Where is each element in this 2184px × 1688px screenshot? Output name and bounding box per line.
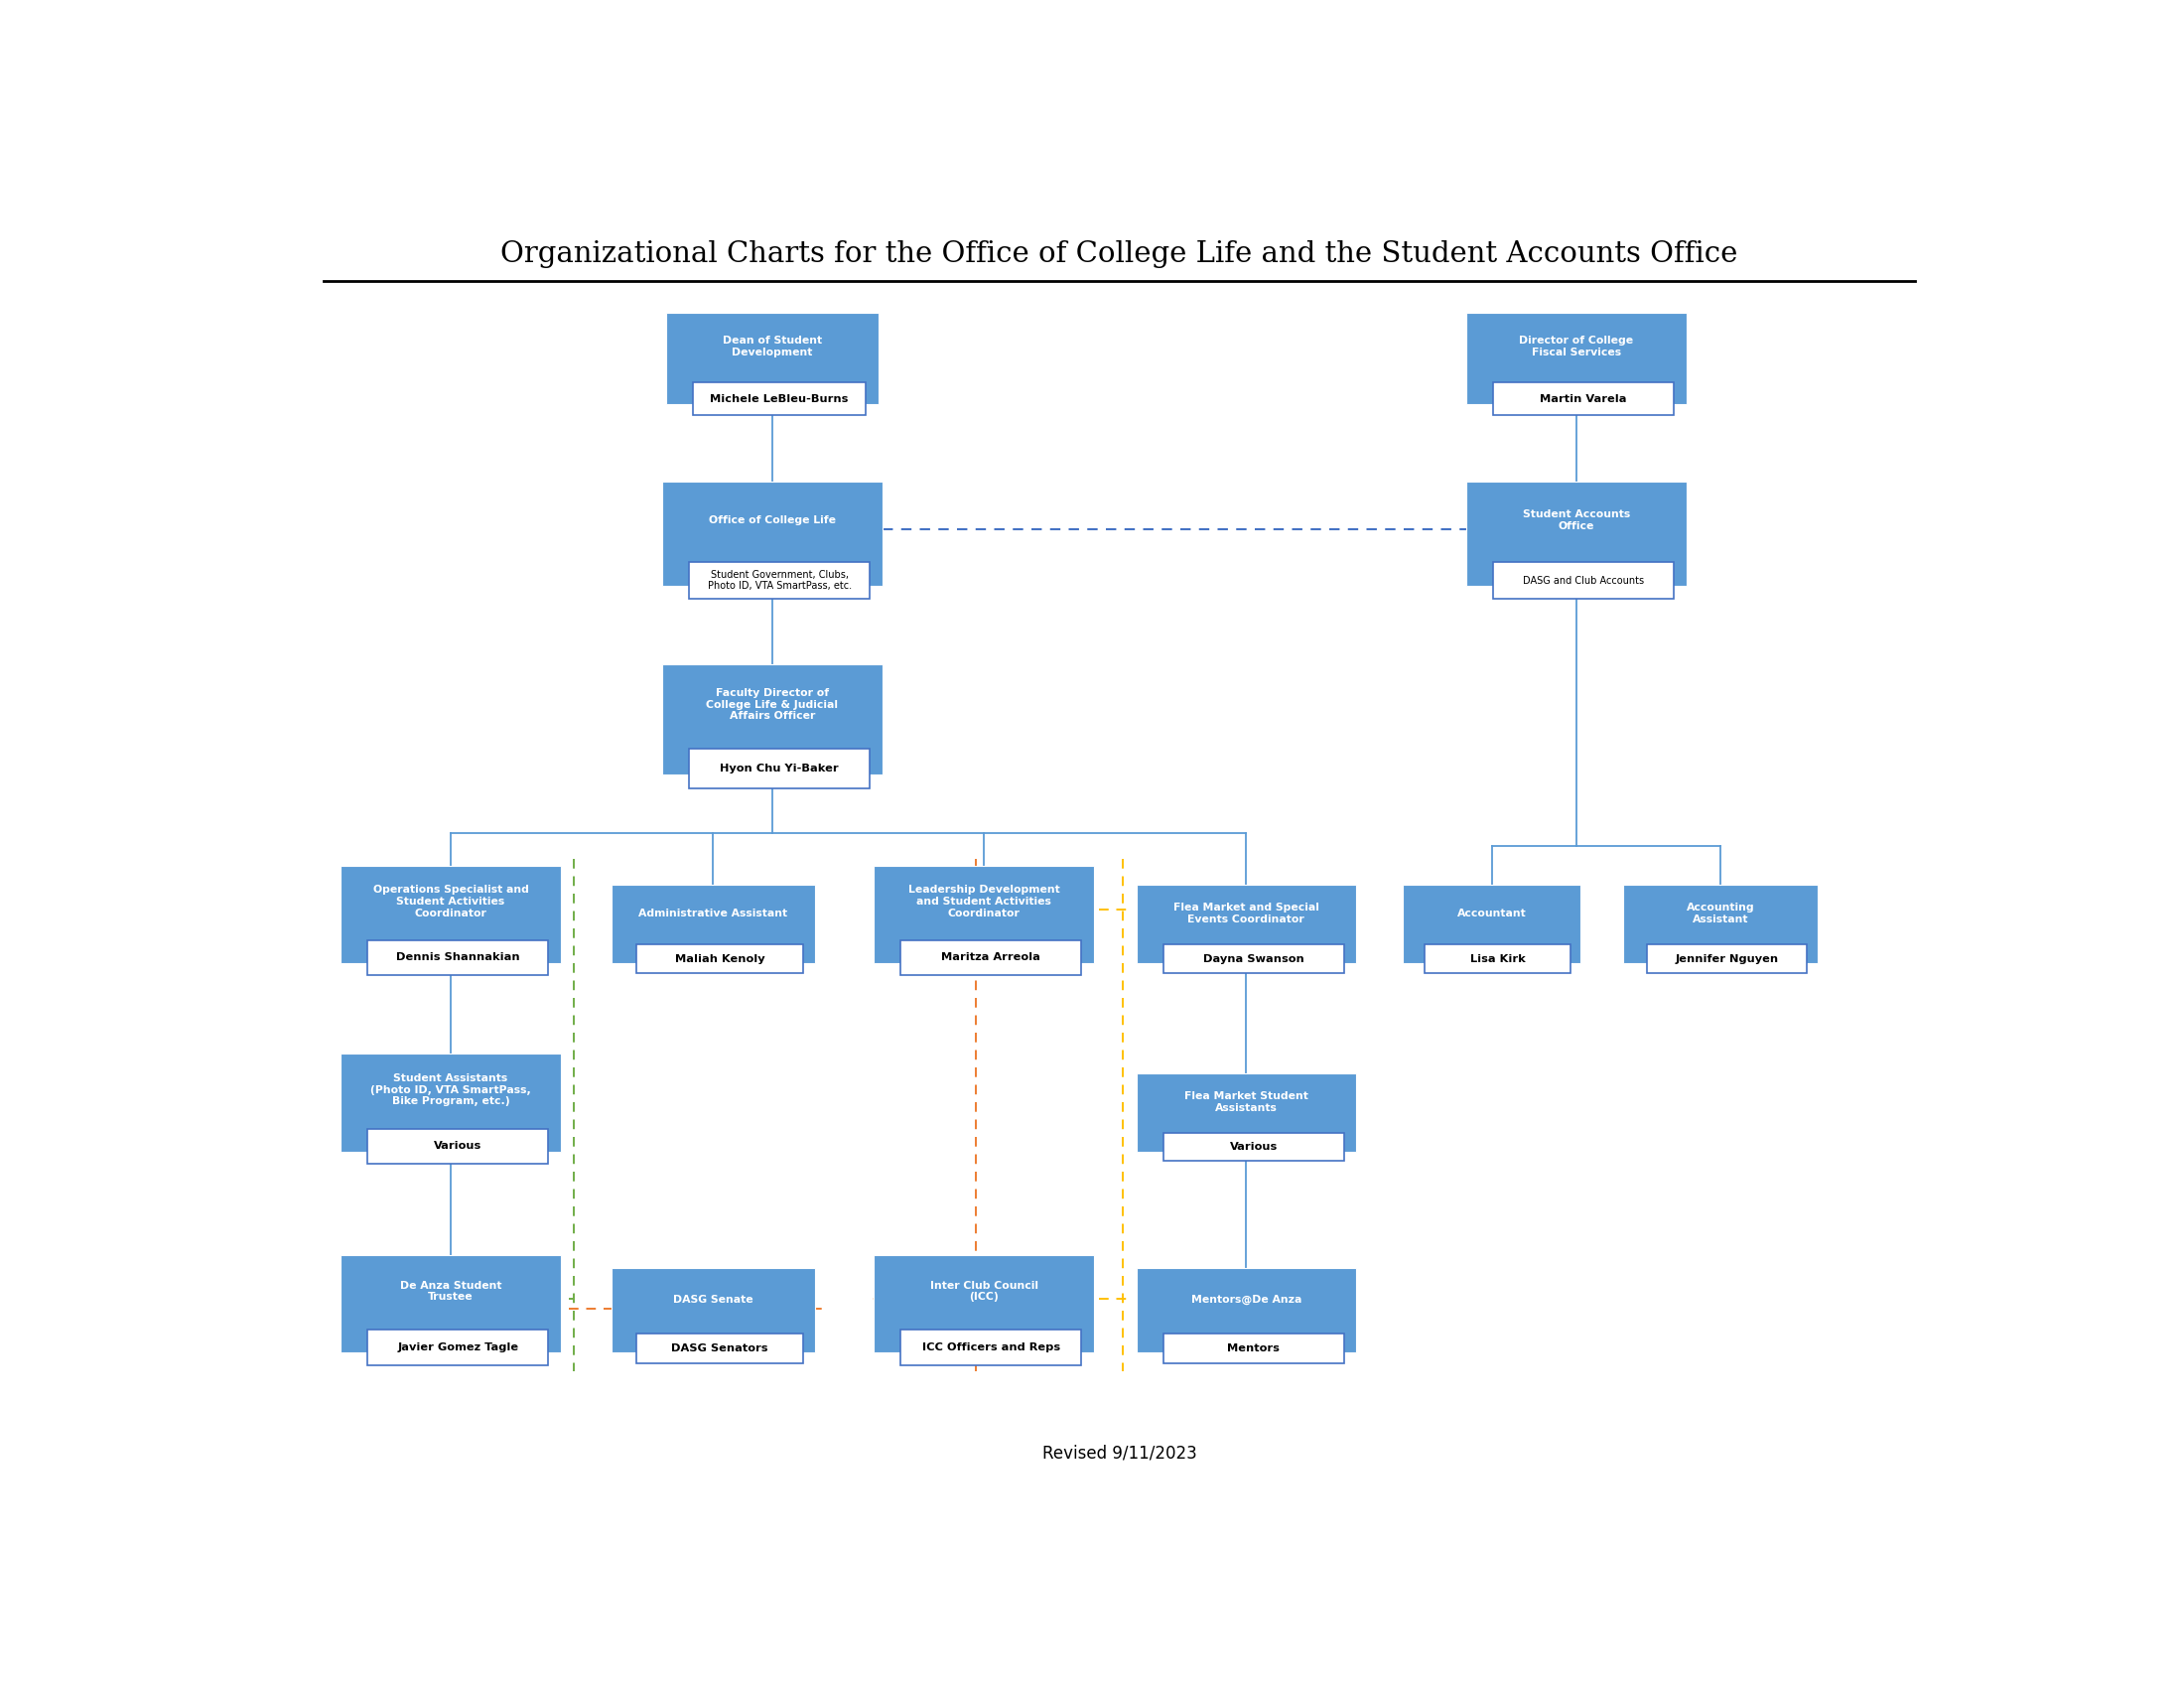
FancyBboxPatch shape <box>367 940 548 976</box>
Text: Dennis Shannakian: Dennis Shannakian <box>395 952 520 962</box>
FancyBboxPatch shape <box>1164 1133 1343 1161</box>
Text: Organizational Charts for the Office of College Life and the Student Accounts Of: Organizational Charts for the Office of … <box>500 241 1738 268</box>
FancyBboxPatch shape <box>1164 945 1343 972</box>
Text: Operations Specialist and
Student Activities
Coordinator: Operations Specialist and Student Activi… <box>373 885 529 918</box>
Text: Flea Market and Special
Events Coordinator: Flea Market and Special Events Coordinat… <box>1173 903 1319 925</box>
Text: Mentors@De Anza: Mentors@De Anza <box>1190 1295 1302 1305</box>
FancyBboxPatch shape <box>666 312 878 403</box>
FancyBboxPatch shape <box>341 1256 561 1352</box>
Text: Various: Various <box>1230 1143 1278 1153</box>
FancyBboxPatch shape <box>874 866 1094 962</box>
FancyBboxPatch shape <box>690 748 869 788</box>
Text: Revised 9/11/2023: Revised 9/11/2023 <box>1042 1443 1197 1462</box>
Text: Flea Market Student
Assistants: Flea Market Student Assistants <box>1184 1092 1308 1112</box>
Text: Accounting
Assistant: Accounting Assistant <box>1686 903 1754 925</box>
Text: Leadership Development
and Student Activities
Coordinator: Leadership Development and Student Activ… <box>909 885 1059 918</box>
Text: Dayna Swanson: Dayna Swanson <box>1203 954 1304 964</box>
FancyBboxPatch shape <box>900 1330 1081 1366</box>
FancyBboxPatch shape <box>662 663 882 775</box>
Text: ICC Officers and Reps: ICC Officers and Reps <box>922 1342 1059 1352</box>
FancyBboxPatch shape <box>1164 1334 1343 1364</box>
Text: De Anza Student
Trustee: De Anza Student Trustee <box>400 1281 502 1301</box>
FancyBboxPatch shape <box>1623 885 1817 962</box>
FancyBboxPatch shape <box>1647 945 1806 972</box>
FancyBboxPatch shape <box>690 562 869 599</box>
FancyBboxPatch shape <box>1494 562 1673 599</box>
Text: DASG and Club Accounts: DASG and Club Accounts <box>1522 576 1645 586</box>
FancyBboxPatch shape <box>1465 312 1686 403</box>
FancyBboxPatch shape <box>692 383 867 415</box>
FancyBboxPatch shape <box>1136 1074 1356 1151</box>
FancyBboxPatch shape <box>1424 945 1570 972</box>
Text: Office of College Life: Office of College Life <box>710 515 836 525</box>
Text: Various: Various <box>435 1141 483 1151</box>
FancyBboxPatch shape <box>341 1053 561 1151</box>
Text: Martin Varela: Martin Varela <box>1540 393 1627 403</box>
FancyBboxPatch shape <box>1465 483 1686 586</box>
FancyBboxPatch shape <box>612 885 815 962</box>
Text: Maritza Arreola: Maritza Arreola <box>941 952 1042 962</box>
Text: Director of College
Fiscal Services: Director of College Fiscal Services <box>1520 336 1634 358</box>
Text: Lisa Kirk: Lisa Kirk <box>1470 954 1524 964</box>
FancyBboxPatch shape <box>1494 383 1673 415</box>
Text: Mentors: Mentors <box>1227 1344 1280 1354</box>
Text: Accountant: Accountant <box>1457 908 1527 918</box>
FancyBboxPatch shape <box>1136 885 1356 962</box>
Text: DASG Senators: DASG Senators <box>670 1344 769 1354</box>
Text: Student Accounts
Office: Student Accounts Office <box>1522 510 1629 532</box>
FancyBboxPatch shape <box>874 1256 1094 1352</box>
Text: Student Government, Clubs,
Photo ID, VTA SmartPass, etc.: Student Government, Clubs, Photo ID, VTA… <box>708 569 852 591</box>
FancyBboxPatch shape <box>1402 885 1581 962</box>
FancyBboxPatch shape <box>662 483 882 586</box>
FancyBboxPatch shape <box>367 1330 548 1366</box>
Text: Dean of Student
Development: Dean of Student Development <box>723 336 821 358</box>
FancyBboxPatch shape <box>341 866 561 962</box>
Text: Michele LeBleu-Burns: Michele LeBleu-Burns <box>710 393 847 403</box>
Text: Inter Club Council
(ICC): Inter Club Council (ICC) <box>930 1281 1037 1301</box>
Text: Hyon Chu Yi-Baker: Hyon Chu Yi-Baker <box>721 763 839 773</box>
Text: Student Assistants
(Photo ID, VTA SmartPass,
Bike Program, etc.): Student Assistants (Photo ID, VTA SmartP… <box>371 1074 531 1106</box>
FancyBboxPatch shape <box>636 1334 804 1364</box>
Text: DASG Senate: DASG Senate <box>673 1295 753 1305</box>
FancyBboxPatch shape <box>1136 1268 1356 1352</box>
FancyBboxPatch shape <box>367 1129 548 1163</box>
Text: Administrative Assistant: Administrative Assistant <box>638 908 788 918</box>
FancyBboxPatch shape <box>612 1268 815 1352</box>
FancyBboxPatch shape <box>636 945 804 972</box>
Text: Jennifer Nguyen: Jennifer Nguyen <box>1675 954 1778 964</box>
Text: Maliah Kenoly: Maliah Kenoly <box>675 954 764 964</box>
FancyBboxPatch shape <box>900 940 1081 976</box>
Text: Faculty Director of
College Life & Judicial
Affairs Officer: Faculty Director of College Life & Judic… <box>705 689 839 721</box>
Text: Javier Gomez Tagle: Javier Gomez Tagle <box>397 1342 518 1352</box>
